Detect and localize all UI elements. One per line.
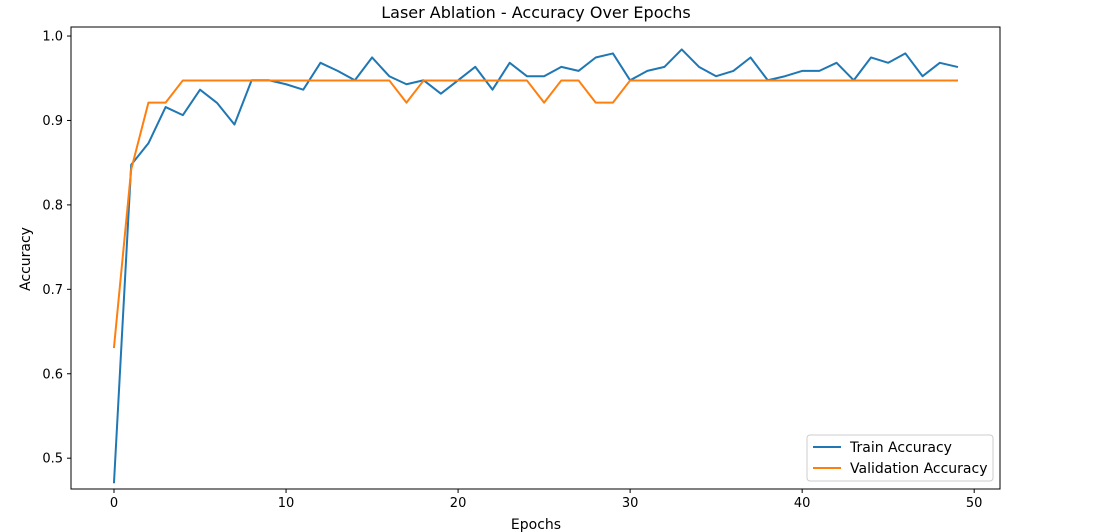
- x-tick-label: 0: [110, 496, 118, 511]
- y-tick-label: 0.9: [42, 114, 63, 129]
- y-tick-label: 0.8: [42, 198, 63, 213]
- chart-title: Laser Ablation - Accuracy Over Epochs: [381, 3, 691, 22]
- plot-area: 0 10 20 30 40 50 0.5 0.6 0.7 0.8 0.9 1.0: [42, 26, 1001, 511]
- series-line-validation: [112, 79, 958, 349]
- series-layer: [112, 48, 959, 484]
- x-axis: 0 10 20 30 40 50: [110, 489, 983, 511]
- legend: Train Accuracy Validation Accuracy: [806, 434, 994, 482]
- legend-label-validation: Validation Accuracy: [850, 461, 988, 477]
- y-tick-label: 1.0: [42, 30, 63, 45]
- y-tick-label: 0.7: [42, 283, 63, 298]
- legend-box: [806, 434, 994, 482]
- x-axis-label: Epochs: [511, 517, 561, 532]
- legend-label-train: Train Accuracy: [849, 440, 952, 456]
- y-tick-label: 0.6: [42, 367, 63, 382]
- plot-frame: [70, 26, 1001, 490]
- x-tick-label: 10: [278, 496, 295, 511]
- x-tick-label: 20: [450, 496, 467, 511]
- y-axis: 0.5 0.6 0.7 0.8 0.9 1.0: [42, 30, 71, 467]
- y-tick-label: 0.5: [42, 452, 63, 467]
- x-tick-label: 40: [794, 496, 811, 511]
- x-tick-label: 50: [966, 496, 983, 511]
- y-axis-label: Accuracy: [18, 227, 34, 291]
- x-tick-label: 30: [622, 496, 639, 511]
